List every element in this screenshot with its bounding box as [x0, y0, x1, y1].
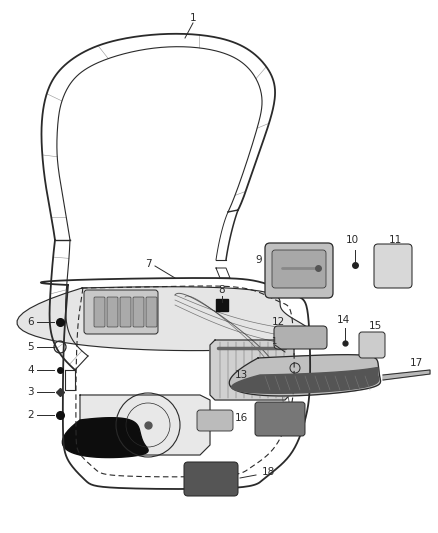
Text: 1: 1	[271, 337, 276, 346]
FancyBboxPatch shape	[146, 297, 157, 327]
Text: 12: 12	[272, 317, 285, 327]
FancyBboxPatch shape	[274, 326, 327, 349]
FancyBboxPatch shape	[120, 297, 131, 327]
Text: 14: 14	[336, 315, 350, 325]
Polygon shape	[210, 340, 294, 400]
Text: 8: 8	[219, 285, 225, 295]
FancyBboxPatch shape	[84, 290, 158, 334]
Text: 2: 2	[27, 410, 34, 420]
Text: 4: 4	[27, 365, 34, 375]
FancyBboxPatch shape	[374, 244, 412, 288]
Polygon shape	[80, 395, 210, 455]
Bar	[216, 299, 228, 311]
Text: 15: 15	[368, 321, 381, 331]
Text: 13: 13	[235, 370, 248, 380]
FancyBboxPatch shape	[184, 462, 238, 496]
Text: 7: 7	[145, 259, 151, 269]
FancyBboxPatch shape	[133, 297, 144, 327]
FancyBboxPatch shape	[94, 297, 105, 327]
FancyBboxPatch shape	[265, 243, 333, 298]
FancyBboxPatch shape	[359, 332, 385, 358]
Text: 3: 3	[27, 387, 34, 397]
Polygon shape	[17, 287, 314, 351]
Polygon shape	[62, 418, 148, 457]
Text: 18: 18	[262, 467, 275, 477]
Text: 9: 9	[255, 255, 262, 265]
Text: 11: 11	[389, 235, 402, 245]
Text: 6: 6	[27, 317, 34, 327]
FancyBboxPatch shape	[272, 250, 326, 288]
FancyBboxPatch shape	[107, 297, 118, 327]
Text: 16: 16	[235, 413, 248, 423]
Polygon shape	[383, 370, 430, 380]
Text: 17: 17	[410, 358, 423, 368]
Polygon shape	[229, 354, 381, 396]
Text: 1: 1	[190, 13, 196, 23]
Polygon shape	[232, 368, 379, 393]
Text: 5: 5	[27, 342, 34, 352]
FancyBboxPatch shape	[197, 410, 233, 431]
FancyBboxPatch shape	[255, 402, 305, 436]
Text: 10: 10	[346, 235, 359, 245]
